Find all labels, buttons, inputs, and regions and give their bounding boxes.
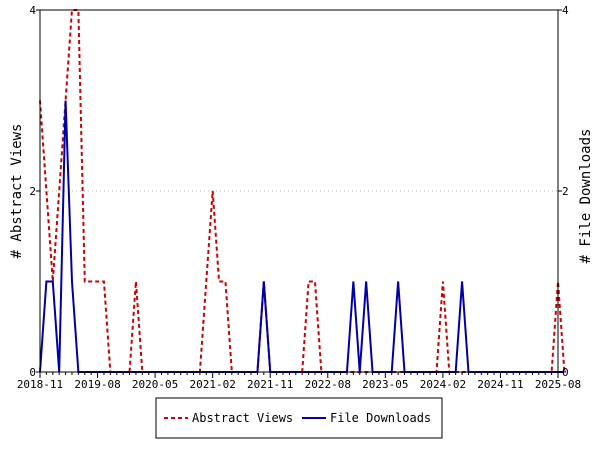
x-tick-label: 2021-11 [247,378,293,391]
y-right-tick-label: 0 [562,366,569,379]
legend-box [155,397,443,439]
y-right-tick-label: 4 [562,4,569,17]
x-tick-label: 2019-08 [74,378,120,391]
y-right-axis-title: # File Downloads [578,129,594,264]
y-left-tick-label: 2 [29,185,36,198]
x-tick-label: 2018-11 [17,378,63,391]
y-left-tick-label: 4 [29,4,36,17]
series-line-abstract-views [39,9,566,373]
y-right-tick-label: 2 [562,185,569,198]
x-tick-label: 2020-05 [132,378,178,391]
y-left-axis-title: # Abstract Views [9,124,25,259]
chart-series-layer [39,9,566,373]
x-tick-label: 2025-08 [535,378,581,391]
y-left-tick-label: 0 [29,366,36,379]
legend-label-file-downloads: File Downloads [330,411,431,425]
legend: Abstract Views File Downloads [155,397,443,439]
x-tick-label: 2022-08 [305,378,351,391]
x-tick-label: 2024-02 [420,378,466,391]
x-tick-label: 2023-05 [362,378,408,391]
x-tick-label: 2024-11 [477,378,523,391]
chart-ticks: 0 0 2 2 4 4 2018-11 2019-08 2020-05 2021-02 2021-1… [17,4,581,391]
x-tick-label: 2021-02 [189,378,235,391]
legend-label-abstract-views: Abstract Views [192,411,293,425]
series-line-file-downloads [39,100,565,373]
